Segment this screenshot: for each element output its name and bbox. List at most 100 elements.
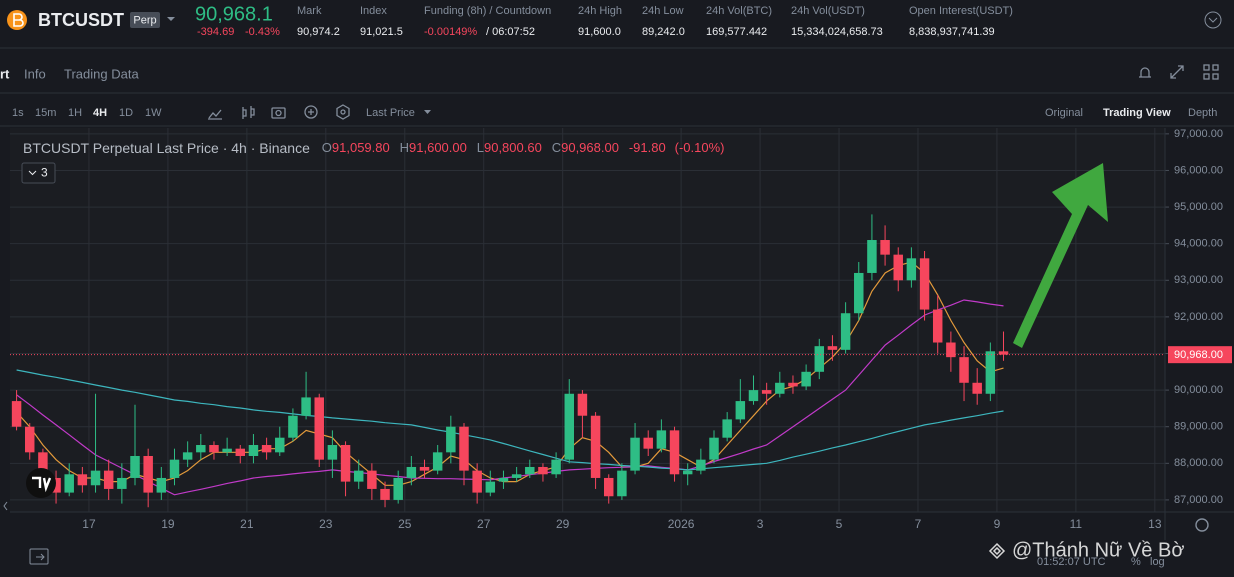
change-pct: (-0.10%) — [675, 140, 725, 155]
symbol-dropdown[interactable] — [167, 17, 175, 21]
ma-line — [16, 261, 1004, 486]
candle-body — [722, 419, 732, 438]
ohlc-key: L — [477, 140, 484, 155]
y-tick-label: 93,000.00 — [1174, 274, 1223, 286]
camera-lens — [275, 109, 282, 117]
price-type-dropdown[interactable] — [424, 110, 431, 114]
candle-body — [906, 258, 917, 281]
change-value: -91.80 — [629, 140, 666, 155]
stat-label: Mark — [297, 5, 322, 17]
candle-body — [472, 470, 482, 493]
candle-icon[interactable] — [242, 106, 255, 119]
x-tick-label: 3 — [757, 517, 764, 531]
stat-label: Open Interest(USDT) — [909, 5, 1013, 17]
x-tick-label: 17 — [82, 517, 96, 531]
view-active[interactable]: Trading View — [1103, 107, 1171, 119]
candle-body — [367, 470, 377, 489]
view[interactable]: Depth — [1188, 107, 1217, 119]
indicator-chevron — [28, 170, 37, 176]
y-tick-label: 95,000.00 — [1174, 201, 1223, 213]
candle-body — [656, 430, 667, 449]
candle-body — [814, 346, 825, 372]
candle-body — [103, 470, 114, 489]
interval[interactable]: 1D — [119, 107, 133, 119]
badge: Perp — [133, 14, 156, 26]
candle-body — [419, 466, 430, 471]
layout-icon[interactable] — [1212, 64, 1219, 71]
candle-body — [182, 452, 193, 460]
settings-icon[interactable] — [336, 104, 350, 120]
add-glyph — [308, 109, 314, 115]
side-strip — [0, 128, 10, 540]
indicator-toggle[interactable] — [21, 162, 56, 184]
layout-icon[interactable] — [1212, 73, 1219, 80]
stat-value: 8,838,937,741.39 — [909, 26, 995, 38]
tab[interactable]: Trading Data — [64, 66, 139, 81]
candle-body — [261, 445, 272, 453]
footer-button[interactable]: % — [1131, 556, 1141, 568]
expand-glyph — [1208, 17, 1218, 23]
chart-legend: BTCUSDT Perpetual Last Price · 4h · Bina… — [23, 140, 724, 156]
interval-active[interactable]: 4H — [93, 107, 107, 119]
candle-body — [248, 445, 259, 456]
camera-icon[interactable] — [271, 107, 286, 119]
candle-body — [643, 437, 653, 449]
annotation-arrow — [1013, 163, 1108, 348]
candle-body — [64, 474, 74, 493]
view[interactable]: Original — [1045, 107, 1083, 119]
indicator-count: 3 — [41, 166, 48, 180]
interval[interactable]: 1W — [145, 107, 162, 119]
candle-body — [406, 466, 417, 478]
fullscreen-icon[interactable] — [1170, 65, 1184, 79]
layout-icon[interactable] — [1203, 64, 1210, 71]
interval[interactable]: 1H — [68, 107, 82, 119]
candle-body — [314, 397, 324, 460]
candle-body — [511, 474, 522, 478]
y-tick-label: 96,000.00 — [1174, 164, 1223, 176]
candle-body — [380, 488, 390, 500]
candle-body — [919, 258, 930, 310]
grid — [10, 128, 1165, 512]
axis-settings[interactable] — [1195, 518, 1209, 532]
expand-button[interactable] — [1204, 11, 1222, 29]
stat-label: 24h Low — [642, 5, 684, 17]
candle-body — [301, 397, 311, 416]
date-range-icon[interactable] — [29, 548, 49, 565]
indicator-icon[interactable] — [208, 109, 222, 120]
collapse-button[interactable] — [3, 501, 8, 511]
candle-body — [327, 445, 338, 460]
badge-bg — [130, 12, 160, 28]
candle-body — [353, 470, 364, 482]
footer-button[interactable]: log — [1150, 556, 1165, 568]
x-tick-label: 29 — [556, 517, 570, 531]
x-tick-label: 5 — [836, 517, 843, 531]
legend-title: BTCUSDT Perpetual Last Price · 4h · Bina… — [23, 140, 310, 156]
interval[interactable]: 15m — [35, 107, 56, 119]
alert-icon[interactable] — [1139, 67, 1151, 78]
candle-body — [459, 426, 469, 471]
candle-body — [617, 470, 627, 497]
ohlc-value: 91,600.00 — [409, 140, 467, 155]
candle-body — [998, 351, 1009, 355]
tab[interactable]: rt — [0, 66, 10, 81]
change: -394.69 — [197, 26, 234, 38]
candle-body — [761, 390, 772, 394]
layout-icon[interactable] — [1203, 73, 1210, 80]
settings-dot — [340, 109, 346, 115]
symbol[interactable]: BTCUSDT — [38, 10, 124, 30]
candle-body — [748, 390, 759, 402]
x-tick-label: 11 — [1070, 517, 1083, 531]
interval[interactable]: 1s — [12, 107, 24, 119]
ohlc-value: 91,059.80 — [332, 140, 390, 155]
plot — [10, 214, 1165, 508]
ohlc-key: O — [322, 140, 332, 155]
price-type[interactable]: Last Price — [366, 107, 415, 119]
tab[interactable]: Info — [24, 66, 46, 81]
ma-line — [16, 369, 1004, 471]
footer-time: 01:52:07 UTC — [1037, 556, 1106, 568]
add-icon[interactable] — [304, 105, 318, 119]
x-tick-label: 27 — [477, 517, 491, 531]
tv-logo-mark — [32, 476, 52, 493]
candle-body — [985, 351, 996, 394]
